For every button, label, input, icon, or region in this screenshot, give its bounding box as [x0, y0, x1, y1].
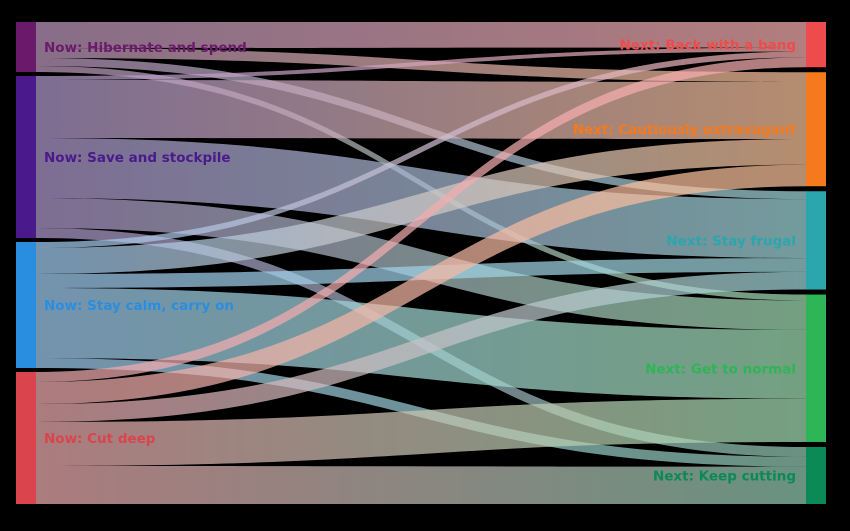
target-label-cautious: Next: Cautiously extravagant: [573, 122, 797, 138]
target-label-cutting: Next: Keep cutting: [653, 468, 796, 484]
source-node-calm: [16, 242, 36, 368]
target-node-normal: [806, 295, 826, 442]
target-label-bang: Next: Back with a bang: [619, 38, 796, 54]
target-node-frugal: [806, 191, 826, 289]
target-label-frugal: Next: Stay frugal: [666, 233, 796, 249]
source-label-cut: Now: Cut deep: [44, 431, 156, 447]
source-label-calm: Now: Stay calm, carry on: [44, 298, 234, 314]
source-label-save: Now: Save and stockpile: [44, 150, 231, 166]
source-node-hibernate: [16, 22, 36, 72]
target-label-normal: Next: Get to normal: [645, 361, 796, 377]
source-node-cut: [16, 372, 36, 504]
source-node-save: [16, 76, 36, 238]
target-node-cautious: [806, 72, 826, 186]
target-node-bang: [806, 22, 826, 67]
source-label-hibernate: Now: Hibernate and spend: [44, 40, 247, 56]
target-node-cutting: [806, 447, 826, 504]
